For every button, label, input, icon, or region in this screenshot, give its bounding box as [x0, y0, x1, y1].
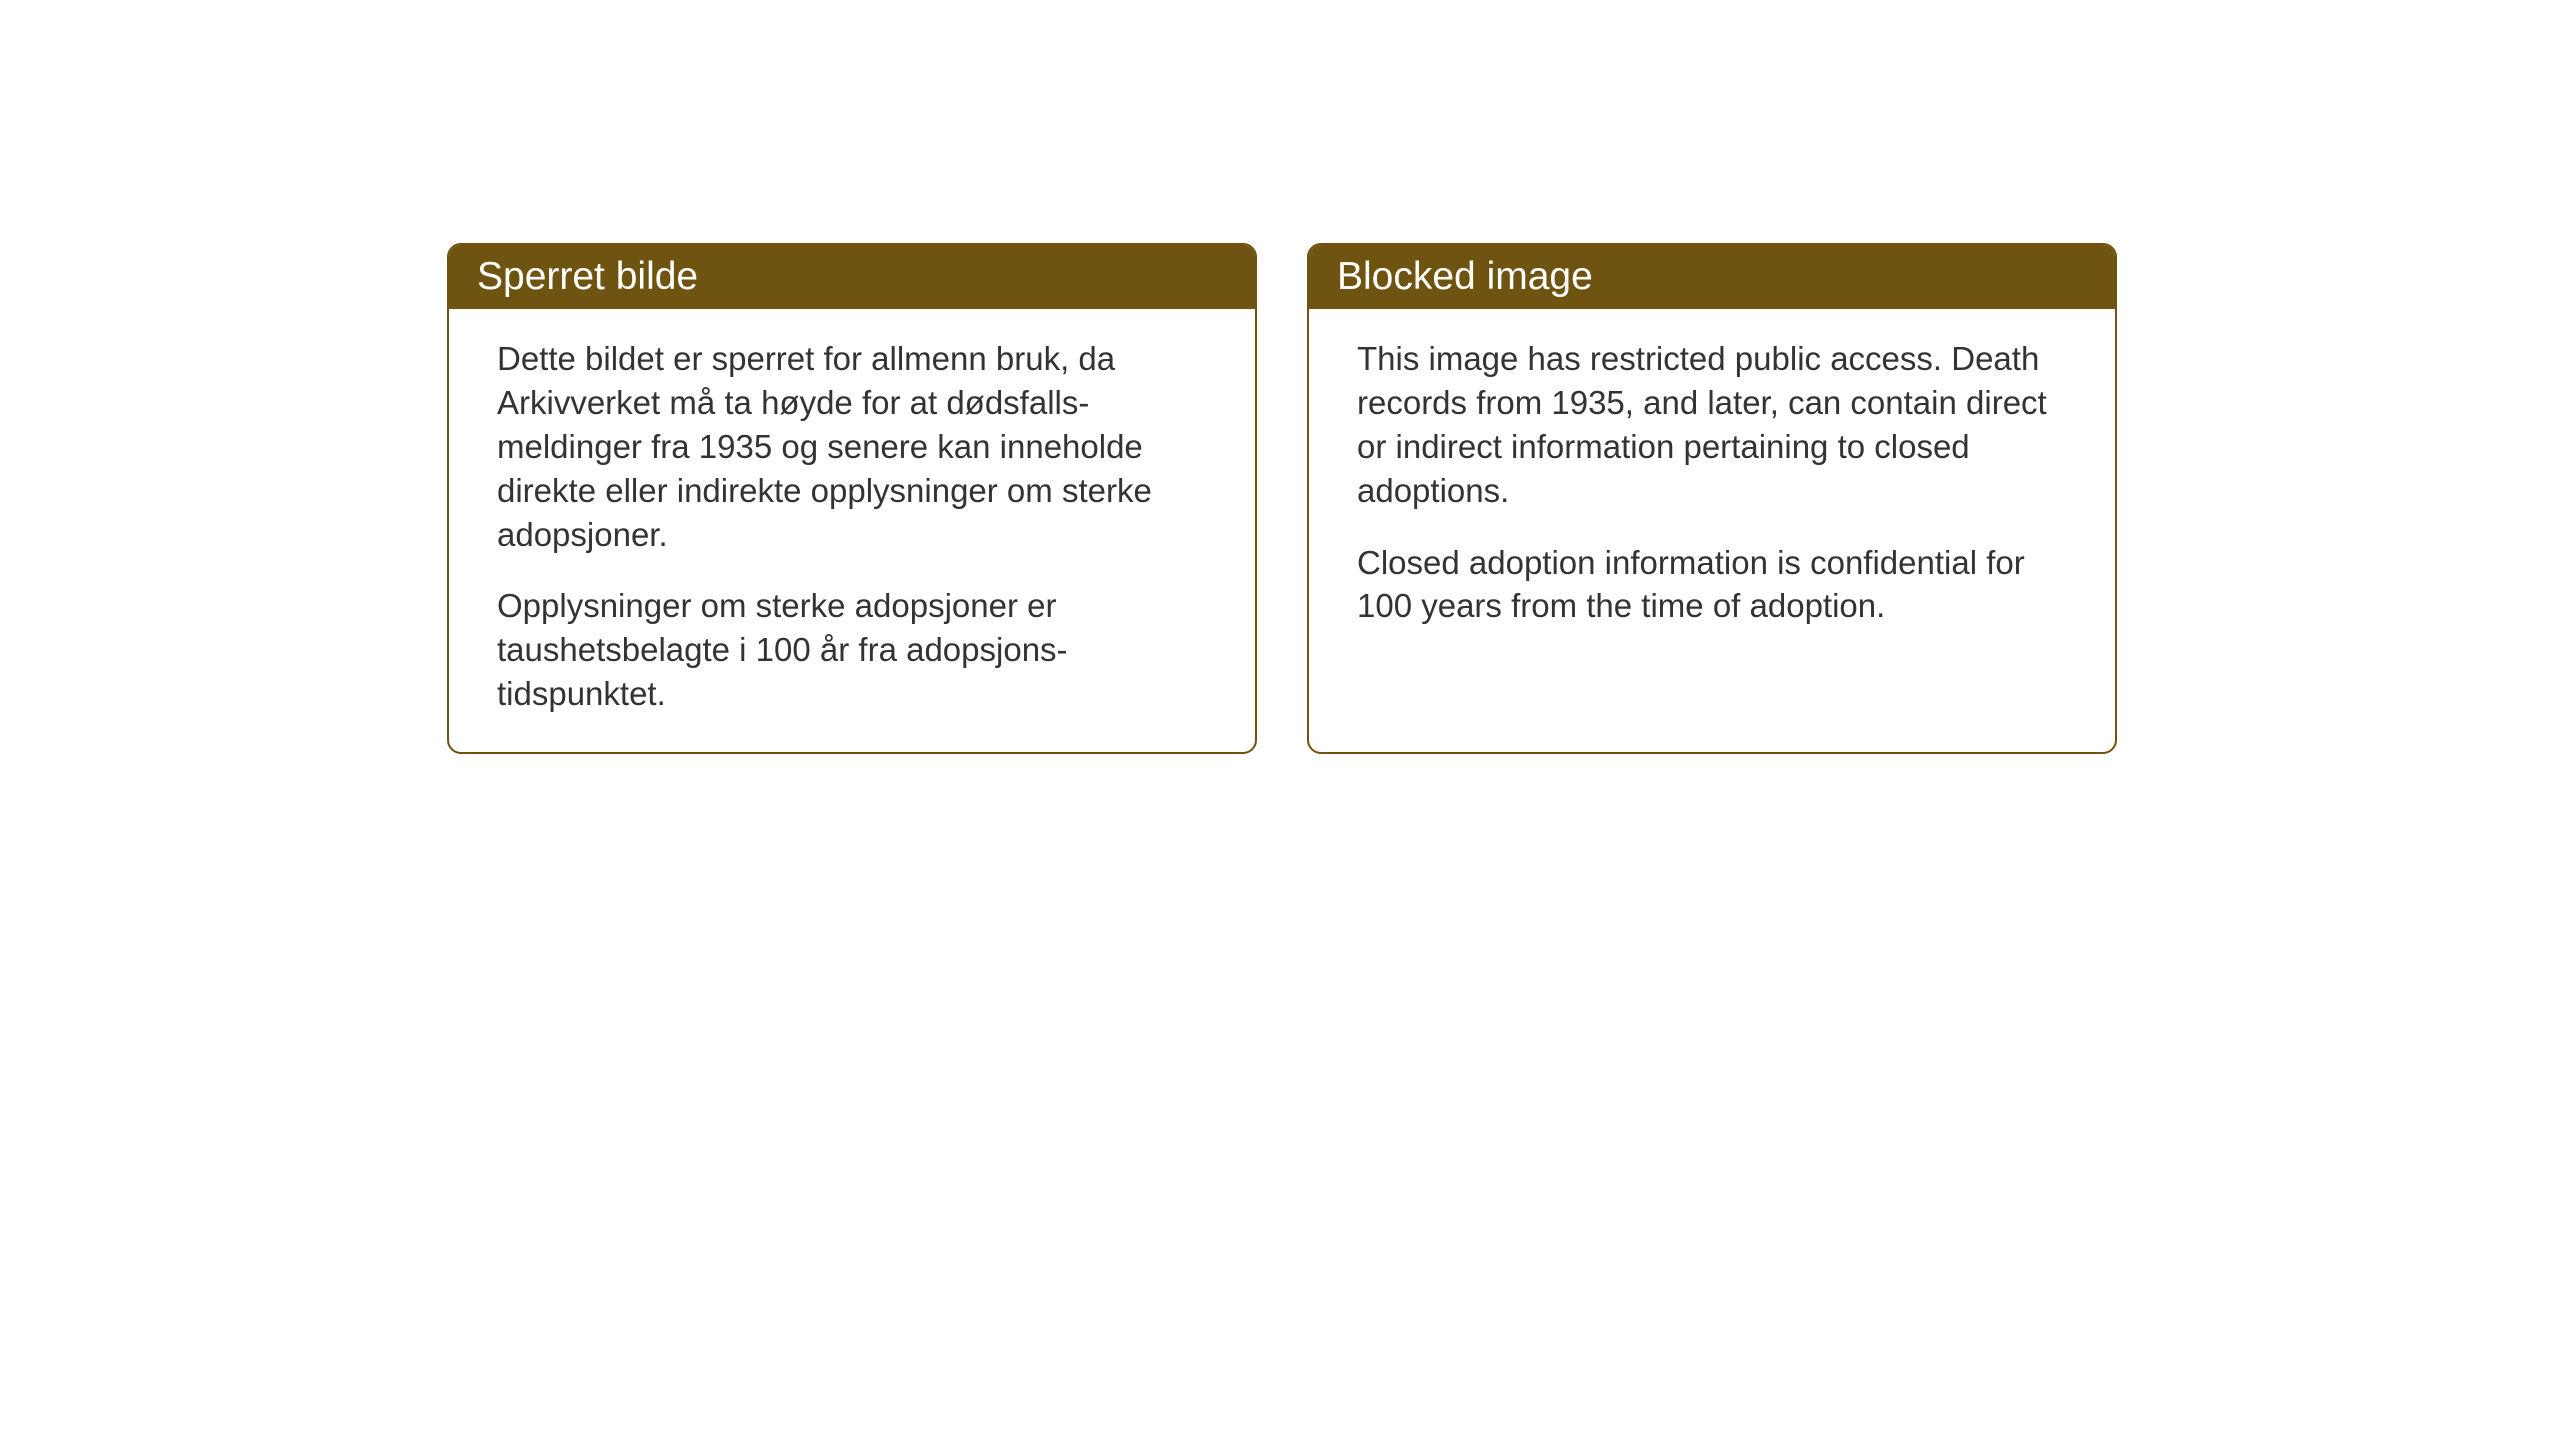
paragraph-2: Opplysninger om sterke adopsjoner er tau…: [497, 584, 1207, 716]
card-body-norwegian: Dette bildet er sperret for allmenn bruk…: [449, 309, 1255, 752]
paragraph-1: This image has restricted public access.…: [1357, 337, 2067, 513]
paragraph-2: Closed adoption information is confident…: [1357, 541, 2067, 629]
cards-container: Sperret bilde Dette bildet er sperret fo…: [0, 0, 2560, 754]
card-title: Blocked image: [1337, 255, 1593, 298]
card-english: Blocked image This image has restricted …: [1307, 243, 2117, 754]
card-header-norwegian: Sperret bilde: [449, 245, 1255, 309]
card-header-english: Blocked image: [1309, 245, 2115, 309]
paragraph-1: Dette bildet er sperret for allmenn bruk…: [497, 337, 1207, 556]
card-norwegian: Sperret bilde Dette bildet er sperret fo…: [447, 243, 1257, 754]
card-body-english: This image has restricted public access.…: [1309, 309, 2115, 664]
card-title: Sperret bilde: [477, 255, 698, 298]
